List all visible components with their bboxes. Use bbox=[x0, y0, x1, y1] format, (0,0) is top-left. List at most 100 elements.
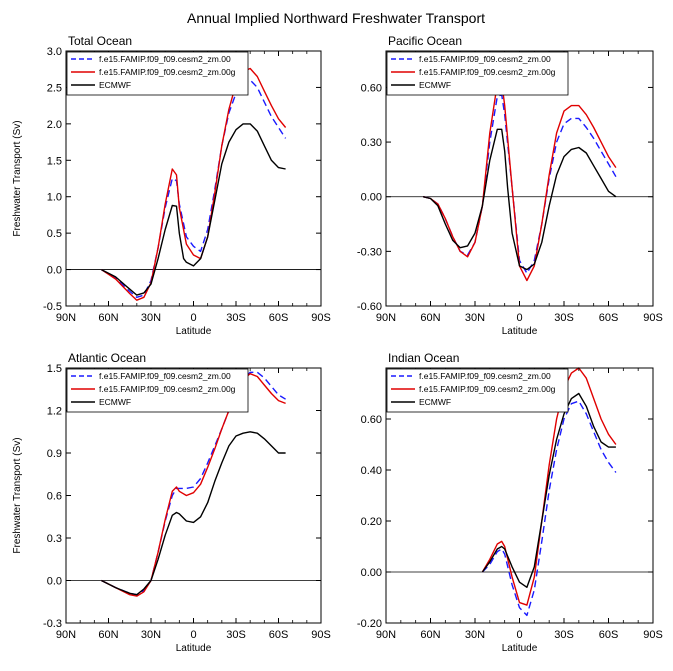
x-tick-label: 60S bbox=[599, 629, 619, 641]
y-axis-label: Freshwater Transport (Sv) bbox=[12, 120, 23, 236]
legend-label-0: f.e15.FAMIP.f09_f09.cesm2_zm.00 bbox=[419, 371, 551, 381]
x-tick-label: 90S bbox=[643, 312, 663, 324]
y-tick-label: 0.00 bbox=[361, 192, 382, 204]
x-tick-label: 30S bbox=[226, 312, 246, 324]
panel-title: Total Ocean bbox=[68, 34, 132, 48]
y-tick-label: 0.6 bbox=[47, 491, 62, 503]
x-tick-label: 0 bbox=[190, 629, 196, 641]
series-line-0 bbox=[101, 79, 287, 298]
y-tick-label: 0.0 bbox=[47, 576, 62, 588]
y-tick-label: -0.60 bbox=[357, 301, 382, 313]
y-tick-label: 3.0 bbox=[47, 46, 62, 58]
y-tick-label: 1.2 bbox=[47, 406, 62, 418]
x-tick-label: 60S bbox=[269, 312, 289, 324]
legend: f.e15.FAMIP.f09_f09.cesm2_zm.00 f.e15.FAM… bbox=[386, 368, 569, 413]
y-axis-label: Freshwater Transport (Sv) bbox=[12, 437, 23, 553]
y-tick-label: -0.30 bbox=[357, 246, 382, 258]
legend-label-2: ECMWF bbox=[99, 80, 131, 90]
x-tick-label: 60N bbox=[420, 312, 440, 324]
series-line-0 bbox=[481, 400, 617, 617]
y-tick-label: 0.60 bbox=[361, 82, 382, 94]
y-tick-label: 0.20 bbox=[361, 516, 382, 528]
y-tick-label: 0.3 bbox=[47, 533, 62, 545]
x-tick-label: 90N bbox=[56, 312, 76, 324]
panel-title: Atlantic Ocean bbox=[68, 351, 146, 365]
y-tick-label: 1.0 bbox=[47, 192, 62, 204]
panel-title: Pacific Ocean bbox=[388, 34, 462, 48]
legend-label-2: ECMWF bbox=[99, 397, 131, 407]
x-axis-label: Latitude bbox=[176, 326, 212, 337]
legend: f.e15.FAMIP.f09_f09.cesm2_zm.00 f.e15.FAM… bbox=[66, 51, 249, 96]
y-tick-label: 2.5 bbox=[47, 82, 62, 94]
series-line-2 bbox=[422, 128, 617, 271]
x-tick-label: 90S bbox=[311, 312, 331, 324]
y-tick-label: 2.0 bbox=[47, 119, 62, 131]
figure-title: Annual Implied Northward Freshwater Tran… bbox=[187, 10, 485, 26]
y-tick-label: 0.0 bbox=[47, 265, 62, 277]
x-tick-label: 60N bbox=[98, 312, 118, 324]
x-tick-label: 0 bbox=[516, 629, 522, 641]
legend-label-1: f.e15.FAMIP.f09_f09.cesm2_zm.00g bbox=[419, 67, 556, 77]
legend-box bbox=[66, 51, 249, 96]
series-line-1 bbox=[101, 373, 286, 597]
legend-label-1: f.e15.FAMIP.f09_f09.cesm2_zm.00g bbox=[419, 384, 556, 394]
series-line-2 bbox=[481, 392, 616, 588]
legend-label-0: f.e15.FAMIP.f09_f09.cesm2_zm.00 bbox=[99, 371, 231, 381]
chart-panel-2: 90N 60N 30N 0 30S 60S 90S -0.3 0.0 0.3 0.6 0.9 1.2 1.… bbox=[12, 351, 331, 654]
x-tick-label: 90S bbox=[643, 629, 663, 641]
y-tick-label: 0.5 bbox=[47, 228, 62, 240]
x-tick-label: 30N bbox=[141, 312, 161, 324]
y-tick-label: 0.40 bbox=[361, 465, 382, 477]
legend-box bbox=[66, 368, 249, 413]
x-tick-label: 30S bbox=[554, 312, 574, 324]
y-tick-label: 0.30 bbox=[361, 137, 382, 149]
legend: f.e15.FAMIP.f09_f09.cesm2_zm.00 f.e15.FAM… bbox=[386, 51, 569, 96]
y-tick-label: 0.9 bbox=[47, 448, 62, 460]
legend-label-2: ECMWF bbox=[419, 397, 451, 407]
series-line-1 bbox=[422, 81, 617, 282]
x-tick-label: 90N bbox=[56, 629, 76, 641]
x-tick-label: 0 bbox=[516, 312, 522, 324]
x-tick-label: 0 bbox=[190, 312, 196, 324]
series-line-2 bbox=[101, 123, 286, 296]
legend-label-0: f.e15.FAMIP.f09_f09.cesm2_zm.00 bbox=[419, 54, 551, 64]
panel-title: Indian Ocean bbox=[388, 351, 459, 365]
x-axis-label: Latitude bbox=[502, 643, 538, 654]
x-tick-label: 60S bbox=[599, 312, 619, 324]
legend-box bbox=[386, 368, 569, 413]
x-tick-label: 30S bbox=[554, 629, 574, 641]
x-tick-label: 30N bbox=[465, 312, 485, 324]
x-axis-label: Latitude bbox=[502, 326, 538, 337]
legend-box bbox=[386, 51, 569, 96]
x-tick-label: 90S bbox=[311, 629, 331, 641]
chart-panel-3: 90N 60N 30N 0 30S 60S 90S -0.20 0.00 0.20 0.40 0.60… bbox=[357, 351, 663, 654]
x-tick-label: 30S bbox=[226, 629, 246, 641]
y-tick-label: -0.20 bbox=[357, 618, 382, 630]
legend-label-0: f.e15.FAMIP.f09_f09.cesm2_zm.00 bbox=[99, 54, 231, 64]
legend: f.e15.FAMIP.f09_f09.cesm2_zm.00 f.e15.FAM… bbox=[66, 368, 249, 413]
y-tick-label: 0.00 bbox=[361, 567, 382, 579]
y-tick-label: -0.3 bbox=[43, 618, 62, 630]
y-tick-label: 0.60 bbox=[361, 414, 382, 426]
y-tick-label: -0.5 bbox=[43, 301, 62, 313]
chart-panel-1: 90N 60N 30N 0 30S 60S 90S -0.60 -0.30 0.00 0.30 0.6… bbox=[357, 34, 663, 337]
x-tick-label: 90N bbox=[376, 629, 396, 641]
x-tick-label: 60S bbox=[269, 629, 289, 641]
series-line-0 bbox=[422, 93, 617, 274]
y-tick-label: 1.5 bbox=[47, 155, 62, 167]
x-tick-label: 30N bbox=[141, 629, 161, 641]
legend-label-1: f.e15.FAMIP.f09_f09.cesm2_zm.00g bbox=[99, 384, 236, 394]
x-axis-label: Latitude bbox=[176, 643, 212, 654]
chart-panel-0: 90N 60N 30N 0 30S 60S 90S -0.5 0.0 0.5 1.0 1.5 2.0 2.… bbox=[12, 34, 331, 337]
x-tick-label: 60N bbox=[420, 629, 440, 641]
x-tick-label: 30N bbox=[465, 629, 485, 641]
series-line-2 bbox=[101, 431, 286, 596]
legend-label-1: f.e15.FAMIP.f09_f09.cesm2_zm.00g bbox=[99, 67, 236, 77]
x-tick-label: 60N bbox=[98, 629, 118, 641]
x-tick-label: 90N bbox=[376, 312, 396, 324]
series-line-1 bbox=[481, 367, 617, 606]
series-line-1 bbox=[101, 67, 287, 301]
y-tick-label: 1.5 bbox=[47, 363, 62, 375]
legend-label-2: ECMWF bbox=[419, 80, 451, 90]
